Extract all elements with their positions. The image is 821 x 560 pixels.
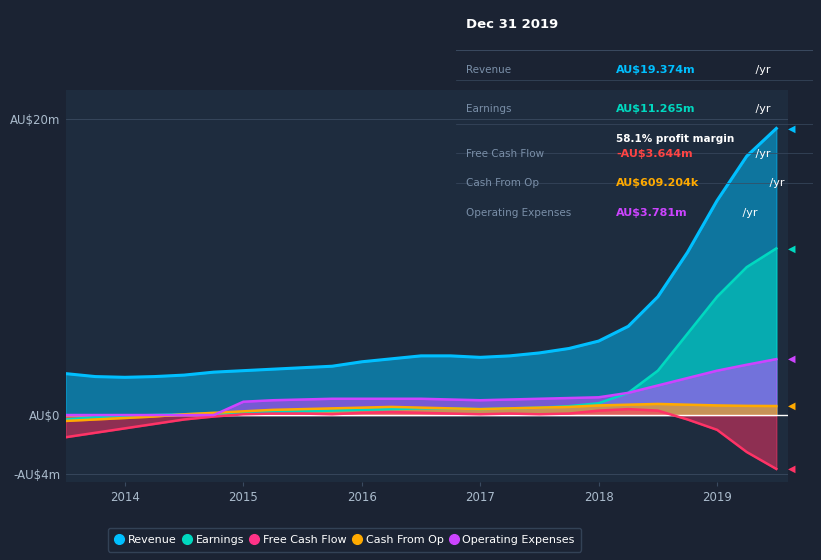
Text: ◀: ◀ bbox=[788, 354, 796, 364]
Text: /yr: /yr bbox=[739, 208, 757, 218]
Text: Cash From Op: Cash From Op bbox=[466, 178, 539, 188]
Text: Operating Expenses: Operating Expenses bbox=[466, 208, 571, 218]
Text: AU$19.374m: AU$19.374m bbox=[617, 65, 696, 74]
Text: Revenue: Revenue bbox=[466, 65, 511, 74]
Text: Dec 31 2019: Dec 31 2019 bbox=[466, 18, 558, 31]
Text: ◀: ◀ bbox=[788, 464, 796, 474]
Text: ◀: ◀ bbox=[788, 244, 796, 253]
Text: 58.1% profit margin: 58.1% profit margin bbox=[617, 134, 735, 144]
Text: /yr: /yr bbox=[752, 65, 771, 74]
Legend: Revenue, Earnings, Free Cash Flow, Cash From Op, Operating Expenses: Revenue, Earnings, Free Cash Flow, Cash … bbox=[108, 528, 581, 552]
Text: ◀: ◀ bbox=[788, 401, 796, 411]
Text: /yr: /yr bbox=[766, 178, 784, 188]
Text: /yr: /yr bbox=[752, 104, 771, 114]
Text: AU$11.265m: AU$11.265m bbox=[617, 104, 696, 114]
Text: AU$3.781m: AU$3.781m bbox=[617, 208, 688, 218]
Text: /yr: /yr bbox=[752, 148, 771, 158]
Text: -AU$3.644m: -AU$3.644m bbox=[617, 148, 693, 158]
Text: Free Cash Flow: Free Cash Flow bbox=[466, 148, 544, 158]
Text: AU$609.204k: AU$609.204k bbox=[617, 178, 699, 188]
Text: ◀: ◀ bbox=[788, 123, 796, 133]
Text: Earnings: Earnings bbox=[466, 104, 511, 114]
